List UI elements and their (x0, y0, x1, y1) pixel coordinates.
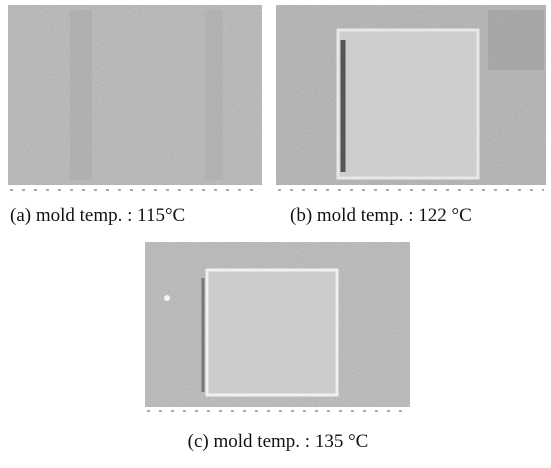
photo-a (8, 5, 262, 190)
photo-c (145, 242, 410, 411)
page: html, body { margin: 0; padding: 0; widt… (0, 0, 551, 468)
figure: (a) mold temp. : 115°C (b) mold temp. : … (0, 0, 551, 468)
caption-b: (b) mold temp. : 122 °C (290, 205, 472, 226)
page-body: {"figure": {"panels": [ {"caption": "(a)… (0, 0, 551, 468)
photo-b (276, 5, 546, 190)
caption-a: (a) mold temp. : 115°C (10, 205, 185, 226)
caption-c: (c) mold temp. : 135 °C (188, 431, 369, 452)
